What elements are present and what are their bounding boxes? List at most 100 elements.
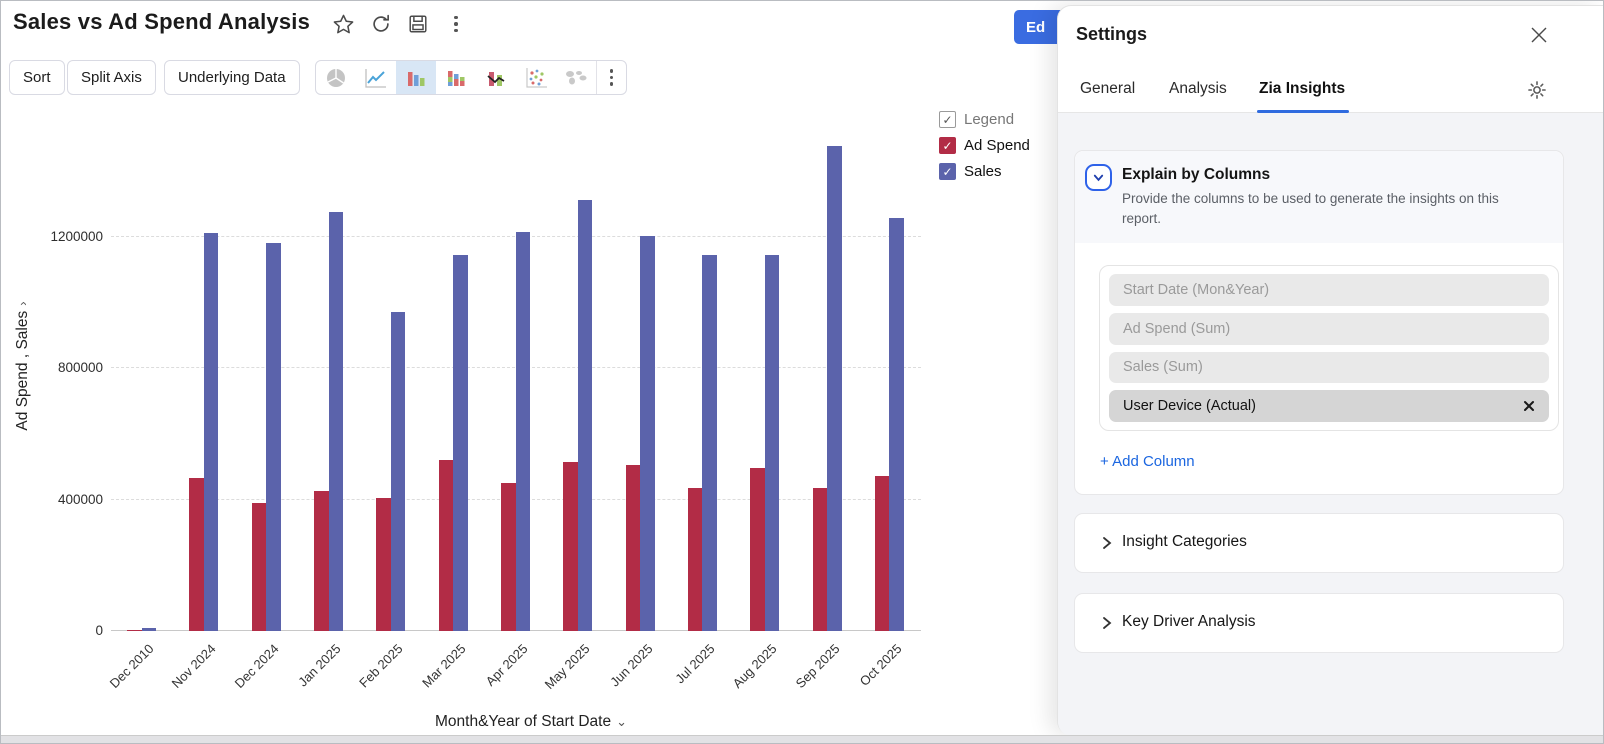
y-axis-dropdown-icon[interactable]: › xyxy=(15,301,30,306)
column-chip: Start Date (Mon&Year) xyxy=(1109,274,1549,306)
bar-ad-spend[interactable] xyxy=(127,630,142,631)
bar-sales[interactable] xyxy=(640,236,655,631)
bar-ad-spend[interactable] xyxy=(563,462,578,631)
legend-item-ad-spend[interactable]: ✓ Ad Spend xyxy=(939,137,1030,154)
bar-sales[interactable] xyxy=(266,243,281,631)
tab-zia-insights[interactable]: Zia Insights xyxy=(1259,80,1346,97)
bar-ad-spend[interactable] xyxy=(376,498,391,631)
toolbar-button-split-axis[interactable]: Split Axis xyxy=(67,60,156,95)
collapse-explain-button[interactable] xyxy=(1085,164,1112,191)
x-axis-label: Jan 2025 xyxy=(295,641,344,690)
close-icon[interactable] xyxy=(1526,22,1552,48)
bar-sales[interactable] xyxy=(889,218,904,631)
bar-sales[interactable] xyxy=(827,146,842,631)
section-key-driver-analysis[interactable]: Key Driver Analysis xyxy=(1074,593,1564,653)
x-axis-label: Apr 2025 xyxy=(482,641,531,689)
bar-ad-spend[interactable] xyxy=(750,468,765,631)
stacked-bar-chart-icon[interactable] xyxy=(436,61,476,94)
bar-sales[interactable] xyxy=(577,200,593,631)
column-chip: Ad Spend (Sum) xyxy=(1109,312,1549,345)
remove-column-icon[interactable] xyxy=(1523,400,1535,412)
tab-analysis[interactable]: Analysis xyxy=(1169,80,1227,97)
x-axis-label: Mar 2025 xyxy=(418,641,469,691)
chevron-down-icon xyxy=(1093,174,1104,182)
explain-title: Explain by Columns xyxy=(1122,166,1271,183)
bar-ad-spend[interactable] xyxy=(189,478,204,631)
bar-sales[interactable] xyxy=(702,255,717,631)
legend-checkbox-icon[interactable]: ✓ xyxy=(939,111,956,128)
bubble-chart-icon[interactable] xyxy=(516,61,556,94)
bar-ad-spend[interactable] xyxy=(687,488,703,631)
pie-chart-icon[interactable] xyxy=(316,61,356,94)
x-axis-label: Dec 2024 xyxy=(231,641,282,691)
column-chip[interactable]: User Device (Actual) xyxy=(1109,390,1549,422)
toolbar-button-sort[interactable]: Sort xyxy=(9,60,65,95)
more-chart-options-icon[interactable] xyxy=(596,61,626,94)
bar-ad-spend[interactable] xyxy=(501,483,516,631)
bar-ad-spend[interactable] xyxy=(625,465,641,631)
settings-title: Settings xyxy=(1076,24,1148,44)
active-tab-underline xyxy=(1257,110,1349,113)
section-label: Key Driver Analysis xyxy=(1122,613,1256,630)
window-bottom-edge xyxy=(1,735,1603,743)
bar-sales[interactable] xyxy=(453,255,468,631)
legend-master-toggle[interactable]: ✓ Legend xyxy=(939,111,1030,128)
bar-ad-spend[interactable] xyxy=(874,476,890,631)
x-axis-label: Sep 2025 xyxy=(792,641,843,691)
star-icon[interactable] xyxy=(331,12,355,36)
legend-series-checkbox-icon[interactable]: ✓ xyxy=(939,163,956,180)
x-axis-label: Dec 2010 xyxy=(106,641,157,691)
chevron-right-icon xyxy=(1101,536,1113,555)
legend-title: Legend xyxy=(964,111,1015,128)
x-axis-label: Aug 2025 xyxy=(729,641,780,691)
add-column-button[interactable]: + Add Column xyxy=(1100,453,1195,470)
x-axis-label: Feb 2025 xyxy=(356,641,406,691)
explain-description: Provide the columns to be used to genera… xyxy=(1122,191,1499,226)
bar-sales[interactable] xyxy=(764,255,780,631)
legend-item-label: Sales xyxy=(964,163,1002,180)
x-axis-label: Nov 2024 xyxy=(169,641,220,691)
bar-sales[interactable] xyxy=(141,628,157,631)
bar-sales[interactable] xyxy=(328,212,344,631)
y-tick-label: 800000 xyxy=(57,360,103,375)
refresh-icon[interactable] xyxy=(369,12,393,36)
bar-sales[interactable] xyxy=(203,233,219,631)
x-axis-label: May 2025 xyxy=(541,641,593,692)
more-options-icon[interactable] xyxy=(444,12,468,36)
tab-general[interactable]: General xyxy=(1080,80,1136,97)
bar-sales[interactable] xyxy=(515,232,530,631)
combo-chart-icon[interactable] xyxy=(476,61,516,94)
x-axis-label: Jun 2025 xyxy=(606,641,656,690)
save-icon[interactable] xyxy=(406,12,430,36)
y-tick-label: 1200000 xyxy=(50,228,103,244)
legend-series-checkbox-icon[interactable]: ✓ xyxy=(939,137,956,154)
x-axis-dropdown-icon[interactable]: ⌄ xyxy=(616,714,627,729)
chart-type-selector xyxy=(315,60,627,95)
section-insight-categories[interactable]: Insight Categories xyxy=(1074,513,1564,573)
toolbar-button-underlying-data[interactable]: Underlying Data xyxy=(164,60,300,95)
column-chip-label: Ad Spend (Sum) xyxy=(1123,320,1231,337)
bar-ad-spend[interactable] xyxy=(812,488,828,631)
x-axis-label: Oct 2025 xyxy=(856,641,905,689)
bar-ad-spend[interactable] xyxy=(251,503,267,631)
line-chart-icon[interactable] xyxy=(356,61,396,94)
section-label: Insight Categories xyxy=(1122,533,1247,550)
x-axis-label: Jul 2025 xyxy=(672,641,718,687)
legend-item-sales[interactable]: ✓ Sales xyxy=(939,163,1030,180)
gear-icon[interactable] xyxy=(1526,79,1548,106)
bar-ad-spend[interactable] xyxy=(438,460,454,631)
settings-content: Explain by Columns Provide the columns t… xyxy=(1058,113,1603,736)
column-chip-label: Sales (Sum) xyxy=(1123,359,1203,376)
bar-sales[interactable] xyxy=(390,312,406,631)
bar-chart-icon[interactable] xyxy=(396,61,436,94)
x-axis-title[interactable]: Month&Year of Start Date ⌄ xyxy=(435,713,627,730)
column-chip: Sales (Sum) xyxy=(1109,351,1549,384)
column-chip-label: User Device (Actual) xyxy=(1123,398,1256,415)
chart-plot-area xyxy=(111,116,921,631)
column-chip-label: Start Date (Mon&Year) xyxy=(1123,281,1270,298)
y-axis-title[interactable]: Ad Spend , Sales› xyxy=(14,301,31,431)
bar-ad-spend[interactable] xyxy=(314,491,329,631)
map-chart-icon[interactable] xyxy=(556,61,596,94)
legend-item-label: Ad Spend xyxy=(964,137,1030,154)
